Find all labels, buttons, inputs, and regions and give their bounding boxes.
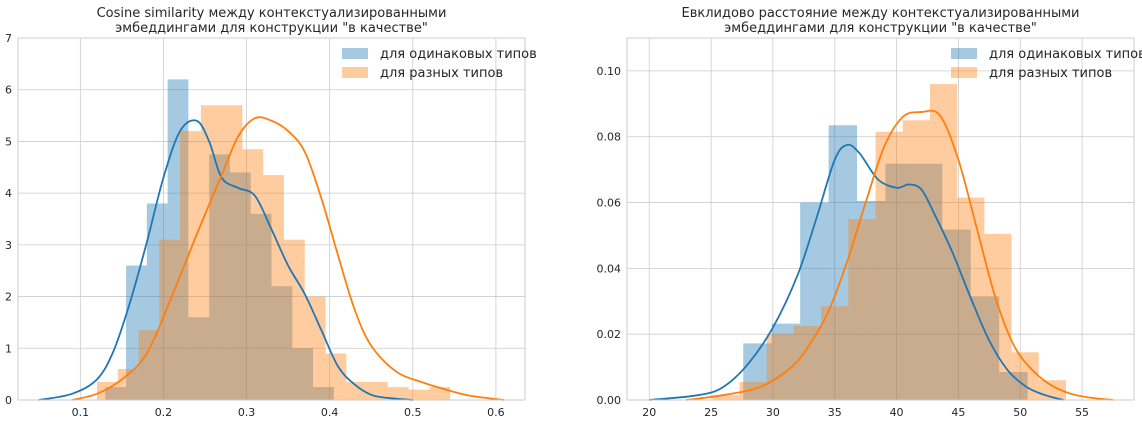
histogram-bar (229, 172, 251, 400)
y-tick-label: 0.06 (597, 197, 622, 210)
y-tick-label: 6 (5, 84, 12, 97)
histogram-bar (902, 120, 930, 400)
y-tick-label: 5 (5, 135, 12, 148)
chart-euclidean-distance: 20 25 30 35 40 45 50 55 0.00 0.02 0.04 0.06 0.08 0.10… (597, 6, 1142, 419)
histogram-bar (346, 381, 368, 400)
legend-swatch (342, 67, 368, 78)
histogram-bar (313, 387, 334, 400)
chart-title-line: Cosine similarity между контекстуализиро… (97, 6, 447, 21)
histogram-bar (970, 296, 1000, 400)
y-tick-label: 3 (5, 239, 12, 252)
histogram-bar (146, 203, 168, 400)
x-tick-label: 30 (766, 406, 780, 419)
histogram-bar (200, 105, 222, 400)
histogram-bar (387, 387, 409, 400)
histogram-bar (209, 154, 230, 400)
histogram-bar (221, 105, 243, 400)
legend-swatch (342, 48, 368, 59)
histogram-bar (304, 296, 326, 400)
histogram-bar (942, 229, 971, 400)
y-tick-label: 0.08 (597, 131, 622, 144)
x-tick-label: 0.5 (404, 406, 422, 419)
histogram-bar (800, 202, 829, 400)
histogram-bar (875, 131, 903, 401)
x-tick-label: 35 (828, 406, 842, 419)
histogram-bar (105, 387, 127, 400)
histogram-bar (712, 395, 740, 400)
histogram-bar (263, 175, 284, 400)
histogram-bar (180, 131, 201, 401)
histogram-bar (325, 353, 347, 400)
x-tick-label: 40 (890, 406, 904, 419)
histogram-bar (766, 334, 794, 400)
y-tick-label: 0.00 (597, 394, 622, 407)
kde-line-series-0 (649, 143, 1064, 401)
legend-label: для одинаковых типов (380, 47, 537, 62)
chart-cosine-similarity: 0.1 0.2 0.3 0.4 0.5 0.6 0 1 2 3 4 5 6 7 Cosine similar… (5, 6, 537, 419)
y-tick-label: 4 (5, 187, 12, 200)
chart-title-line: эмбеддингами для конструкции "в качестве… (724, 21, 1037, 36)
x-tick-label: 0.4 (321, 406, 339, 419)
kde-line-series-0 (38, 119, 413, 401)
histogram-bar (828, 125, 858, 400)
y-tick-label: 1 (5, 342, 12, 355)
y-tick-label: 0.04 (597, 262, 622, 275)
histogram-bar (793, 325, 822, 400)
histogram-bar (283, 239, 305, 400)
histogram-series-0 (105, 79, 334, 400)
legend-label: для разных типов (989, 66, 1112, 81)
plot-frame (626, 37, 1135, 401)
legend: для одинаковых типов для разных типов (342, 47, 537, 81)
x-tick-label: 45 (951, 406, 965, 419)
chart-title-line: эмбеддингами для конструкции "в качестве… (115, 21, 428, 36)
histogram-series-0 (743, 125, 1028, 400)
x-tick-label: 50 (1013, 406, 1027, 419)
histogram-bar (167, 79, 189, 400)
histogram-bar (250, 213, 272, 400)
legend-label: для разных типов (380, 66, 503, 81)
y-tick-label: 2 (5, 291, 12, 304)
histogram-bar (848, 219, 876, 400)
x-tick-label: 55 (1075, 406, 1089, 419)
x-tick-label: 0.2 (155, 406, 173, 419)
x-tick-label: 25 (704, 406, 718, 419)
histogram-bar (138, 330, 160, 400)
legend-swatch (951, 67, 977, 78)
histogram-bar (159, 239, 181, 400)
histogram-bar (857, 200, 886, 400)
histogram-bar (429, 387, 451, 400)
histogram-bar (117, 368, 139, 400)
histogram-bar (1011, 352, 1039, 400)
y-tick-label: 0.02 (597, 328, 622, 341)
x-tick-label: 20 (642, 406, 656, 419)
chart-title-line: Евклидово расстояние между контекстуализ… (681, 6, 1079, 21)
histogram-bar (885, 163, 914, 400)
x-tick-label: 0.3 (238, 406, 256, 419)
y-tick-label: 7 (5, 32, 12, 45)
histogram-bar (408, 389, 430, 400)
histogram-bar (188, 317, 210, 400)
histogram-bar (271, 286, 293, 400)
histogram-bar (984, 233, 1012, 400)
x-tick-label: 0.1 (72, 406, 90, 419)
histogram-series-1 (96, 105, 451, 401)
histogram-bar (242, 149, 264, 400)
histogram-series-1 (712, 84, 1066, 401)
kde-line-series-1 (686, 109, 1114, 401)
histogram-bar (913, 163, 943, 400)
y-tick-label: 0.10 (597, 65, 622, 78)
legend-label: для одинаковых типов (989, 47, 1142, 62)
plot-frame (17, 37, 526, 401)
histogram-bar (821, 306, 849, 400)
histogram-bar (929, 84, 958, 400)
y-tick-label: 0 (5, 394, 12, 407)
histogram-bar (292, 348, 314, 400)
x-tick-label: 0.6 (487, 406, 505, 419)
legend: для одинаковых типов для разных типов (951, 47, 1142, 81)
legend-swatch (951, 48, 977, 59)
kde-line-series-1 (71, 116, 505, 401)
histogram-bar (771, 323, 801, 400)
